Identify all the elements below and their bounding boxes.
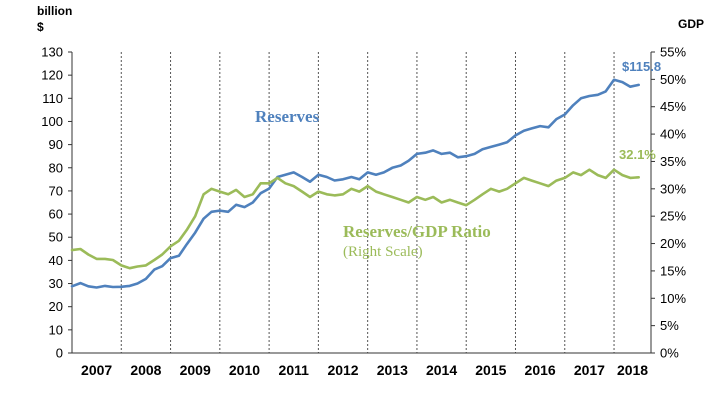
left-tick-label: 80 — [49, 160, 63, 175]
left-tick-label: 100 — [41, 114, 63, 129]
left-axis-unit-line1: billion — [37, 4, 72, 18]
right-tick-label: 40% — [660, 127, 686, 142]
series-labels: Reserves Reserves/GDP Ratio (Right Scale) $… — [255, 59, 661, 260]
right-tick-label: 15% — [660, 263, 686, 278]
x-tick-label: 2007 — [81, 362, 112, 378]
year-separator-gridlines — [120, 52, 615, 353]
left-tick-label: 20 — [49, 299, 63, 314]
left-tick-label: 10 — [49, 322, 63, 337]
x-tick-label: 2008 — [130, 362, 161, 378]
left-tick-label: 50 — [49, 230, 63, 245]
right-tick-label: 45% — [660, 99, 686, 114]
left-tick-label: 40 — [49, 253, 63, 268]
right-tick-label: 20% — [660, 236, 686, 251]
ratio-series-label: Reserves/GDP Ratio — [343, 222, 491, 241]
left-axis-unit-line2: $ — [37, 20, 44, 34]
right-tick-label: 10% — [660, 291, 686, 306]
left-tick-label: 130 — [41, 45, 63, 60]
x-tick-label: 2016 — [525, 362, 556, 378]
left-tick-label: 60 — [49, 207, 63, 222]
left-tick-label: 30 — [49, 276, 63, 291]
x-tick-label: 2013 — [377, 362, 408, 378]
x-tick-label: 2017 — [574, 362, 605, 378]
right-axis-ticks: 0% 5% 10% 15% 20% 25% 30% 35% 40% 45% 50% 55% — [651, 45, 686, 361]
right-axis-unit: GDP — [678, 17, 704, 31]
ratio-line — [70, 168, 640, 270]
x-tick-label: 2011 — [279, 362, 310, 378]
left-tick-label: 110 — [42, 91, 63, 106]
left-tick-label: 70 — [49, 183, 63, 198]
reserves-end-value: $115.8 — [622, 59, 661, 74]
x-tick-label: 2018 — [617, 362, 648, 378]
reserves-series-label: Reserves — [255, 107, 320, 126]
right-tick-label: 30% — [660, 181, 686, 196]
right-tick-label: 55% — [660, 45, 686, 60]
x-tick-label: 2012 — [327, 362, 358, 378]
axes — [71, 52, 652, 354]
right-tick-label: 25% — [660, 209, 686, 224]
x-tick-label: 2009 — [180, 362, 211, 378]
left-axis-ticks: 0 10 20 30 40 50 60 70 80 90 100 110 120 130 — [41, 45, 72, 361]
series-lines — [70, 78, 640, 289]
left-tick-label: 120 — [41, 68, 63, 83]
right-tick-label: 50% — [660, 72, 686, 87]
ratio-end-value: 32.1% — [619, 147, 656, 162]
right-tick-label: 5% — [660, 318, 679, 333]
x-tick-label: 2010 — [229, 362, 260, 378]
left-tick-label: 90 — [49, 137, 63, 152]
x-tick-label: 2014 — [426, 362, 457, 378]
x-axis-year-labels: 2007 2008 2009 2010 2011 2012 2013 2014 2015 2016… — [81, 362, 648, 378]
left-tick-label: 0 — [56, 346, 63, 361]
right-tick-label: 0% — [660, 346, 679, 361]
right-tick-label: 35% — [660, 154, 686, 169]
x-tick-label: 2015 — [475, 362, 506, 378]
ratio-series-sublabel: (Right Scale) — [343, 244, 423, 260]
reserves-line — [70, 78, 640, 289]
